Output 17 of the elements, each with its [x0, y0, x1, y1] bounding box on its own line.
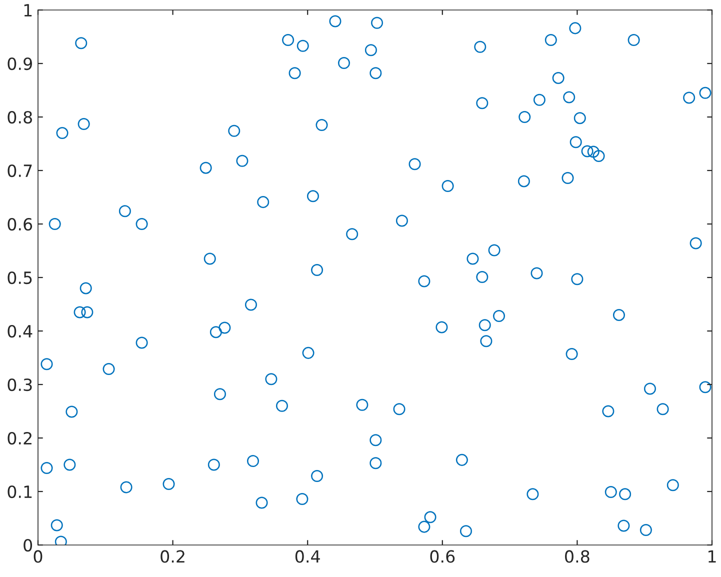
x-tick-label: 0.2	[160, 550, 184, 563]
y-tick-label: 0.8	[8, 110, 32, 124]
y-tick-label: 0	[24, 538, 32, 552]
y-tick-label: 0.2	[8, 432, 32, 445]
y-tick-label: 0.6	[8, 218, 32, 231]
x-tick-label: 0	[34, 550, 42, 563]
y-tick-label: 0.7	[8, 164, 32, 178]
y-tick-label: 0.3	[8, 378, 32, 392]
x-tick-label: 0.4	[295, 550, 320, 563]
y-tick-label: 1	[24, 4, 32, 16]
x-tick-label: 1	[708, 550, 716, 563]
y-tick-label: 0.4	[8, 324, 32, 338]
y-tick-label: 0.5	[8, 271, 32, 284]
x-tick-label: 0.6	[430, 550, 455, 563]
y-tick-label: 0.9	[8, 57, 32, 70]
y-tick-label: 0.1	[8, 485, 32, 498]
x-tick-label: 0.8	[565, 550, 590, 563]
